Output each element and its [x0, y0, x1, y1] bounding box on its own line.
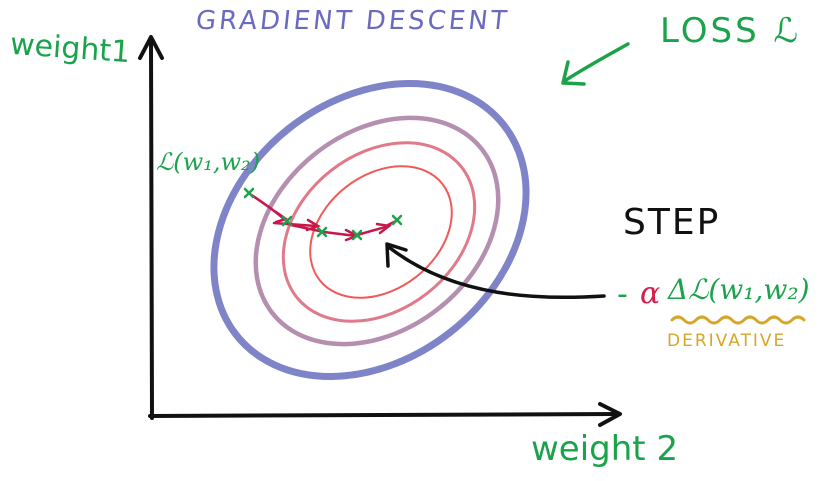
loss-label: LOSS ℒ — [660, 11, 801, 51]
axes — [138, 35, 622, 427]
step-marker-3 — [316, 226, 328, 238]
update-rule-minus: - — [617, 277, 628, 312]
step-arrow-4 — [322, 230, 358, 238]
derivative-underline — [670, 315, 806, 325]
step-arrowhead-2 — [305, 218, 321, 232]
step-arrow-2 — [272, 221, 318, 228]
step-marker-4 — [351, 229, 363, 241]
y-axis-line — [149, 38, 154, 420]
derivative-label: DERIVATIVE — [667, 331, 787, 351]
x-axis-label: weight 2 — [531, 429, 679, 469]
update-rule-gradient: Δℒ(w₁,w₂) — [668, 273, 810, 306]
update-arrow-curve — [388, 246, 606, 300]
step-markers — [243, 187, 403, 241]
update-arrow — [385, 242, 606, 300]
step-marker-2 — [281, 215, 293, 227]
loss-contours — [210, 80, 530, 380]
x-axis-arrowhead — [598, 402, 622, 427]
contour-third — [281, 141, 477, 323]
update-arrow-head — [385, 242, 408, 268]
step-label: STEP — [623, 202, 721, 243]
x-axis-line — [148, 412, 620, 418]
descent-path — [248, 192, 400, 242]
update-rule-alpha: α — [640, 276, 661, 311]
contour-outer — [210, 80, 530, 380]
start-point-label: ℒ(w₁,w₂) — [156, 148, 260, 176]
y-axis-arrowhead — [138, 35, 164, 60]
step-marker-end — [391, 214, 403, 226]
diagram-title: GRADIENT DESCENT — [194, 6, 512, 36]
contour-inner — [309, 165, 453, 299]
loss-arrow-line — [564, 42, 630, 82]
step-marker-start — [243, 187, 255, 199]
loss-arrow — [561, 42, 630, 86]
contour-second — [253, 115, 501, 347]
step-arrow-5 — [355, 224, 391, 237]
step-arrowhead-4 — [375, 222, 393, 235]
y-axis-label: weight1 — [8, 26, 132, 71]
loss-arrow-head — [561, 60, 586, 86]
